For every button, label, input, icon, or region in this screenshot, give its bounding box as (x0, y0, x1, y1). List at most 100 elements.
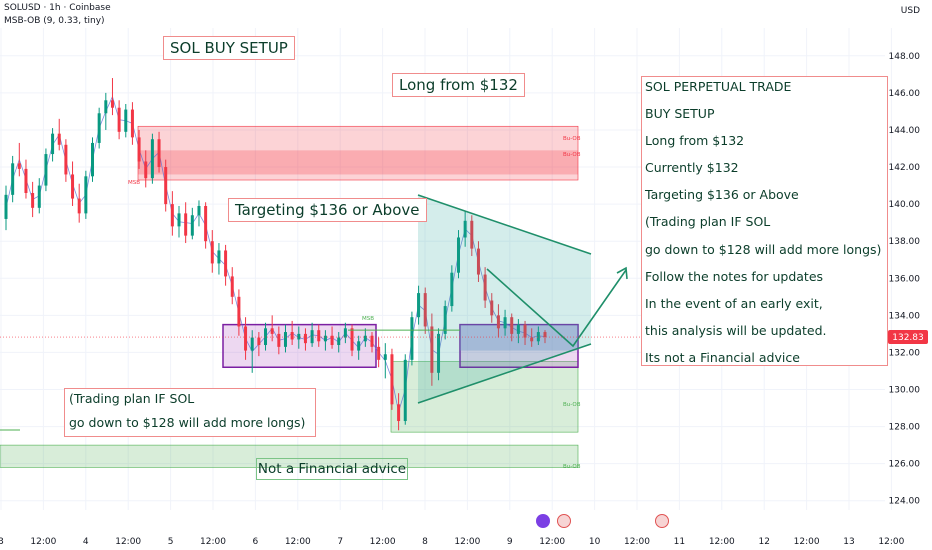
x-tick-label: 8 (422, 537, 428, 547)
y-tick-label: 144.00 (889, 126, 921, 136)
candle-body (237, 296, 241, 327)
candle-body (343, 328, 347, 338)
targeting-label: Targeting $136 or Above (228, 198, 427, 222)
triangle-upper-line (417, 194, 592, 255)
candle-body (224, 250, 228, 277)
x-tick-label: 9 (507, 537, 513, 547)
candle-body (523, 324, 527, 338)
notes-line: Its not a Financial advice (645, 349, 800, 365)
candle-body (51, 133, 55, 155)
order-block-zones (0, 125, 579, 468)
x-tick-label: 12:00 (454, 537, 480, 547)
candle-body (164, 167, 168, 205)
zone-tag-label: MSB (362, 316, 374, 322)
y-tick-label: 134.00 (889, 311, 921, 321)
x-tick-label: 12:00 (539, 537, 565, 547)
candle-body (97, 113, 101, 143)
candle-body (350, 328, 354, 351)
notes-line: go down to $128 will add more longs) (645, 241, 882, 257)
triangle-fill (418, 195, 591, 403)
x-tick-label: 13 (843, 537, 854, 547)
zone-rect (390, 361, 579, 433)
candle-body (330, 335, 334, 346)
candle-body (130, 109, 134, 138)
candle-body (264, 328, 268, 346)
candle-body (390, 354, 394, 405)
candle-body (11, 163, 15, 195)
candle-body (496, 315, 500, 329)
candle-body (137, 137, 141, 162)
candle-body (4, 194, 8, 219)
candle-body (456, 237, 460, 273)
candle-body (110, 100, 114, 108)
candle-body (190, 215, 194, 236)
candle-body (483, 274, 487, 301)
candle-body (150, 139, 154, 179)
zone-rect (137, 125, 579, 181)
us-flag-event-icon[interactable] (655, 514, 669, 528)
candle-body (536, 332, 540, 342)
x-tick-label: 12:00 (115, 537, 141, 547)
notes-line: Long from $132 (645, 133, 745, 149)
candle-body (490, 300, 494, 316)
candle-body (310, 330, 314, 344)
y-tick-label: 130.00 (889, 386, 921, 396)
candle-body (197, 205, 201, 216)
candle-body (450, 272, 454, 307)
candle-body (177, 213, 181, 227)
candle-body (44, 154, 48, 186)
currency-label: USD (900, 6, 920, 16)
candle-body (157, 139, 161, 168)
candle-body (443, 306, 447, 334)
notes-line: SOL PERPETUAL TRADE (645, 79, 792, 94)
candle-body (403, 359, 407, 422)
candle-body (476, 248, 480, 275)
zone-tag-label: Bu-OB (563, 152, 581, 158)
x-tick-label: 5 (168, 537, 174, 547)
indicator-label: MSB-OB (9, 0.33, tiny) (4, 16, 105, 26)
candle-body (71, 174, 75, 199)
candle-body (277, 333, 281, 347)
candle-body (144, 161, 148, 179)
us-flag-event-icon[interactable] (557, 514, 571, 528)
candle-body (543, 332, 547, 338)
x-tick-label: 12:00 (285, 537, 311, 547)
x-tick-label: 12 (758, 537, 769, 547)
projection-arrowhead (616, 266, 628, 280)
x-tick-label: 10 (589, 537, 601, 547)
x-tick-label: 12:00 (200, 537, 226, 547)
x-tick-label: 12:00 (30, 537, 56, 547)
current-price-badge (888, 330, 928, 345)
candle-body (217, 250, 221, 264)
candle-body (377, 346, 381, 360)
candle-body (17, 163, 21, 169)
candle-body (57, 133, 61, 145)
not-financial-advice-label: Not a Financial advice (256, 458, 408, 480)
candle-body (31, 192, 35, 208)
y-tick-label: 140.00 (889, 200, 921, 210)
candle-body (124, 109, 128, 132)
candle-body (117, 107, 121, 132)
notes-line: Targeting $136 or Above (645, 187, 799, 203)
trading-plan-box: (Trading plan IF SOL go down to $128 wil… (64, 388, 316, 437)
triangle-lower-line (417, 343, 592, 404)
candle-body (230, 276, 234, 297)
candle-body (84, 176, 88, 214)
price-axis: 124.00 126.00 128.00 130.00 132.00 134.00 136.… (888, 52, 928, 507)
y-tick-label: 148.00 (889, 52, 921, 62)
candle-body (77, 198, 81, 214)
projection-arrow-path (486, 268, 627, 348)
candle-body (463, 220, 467, 238)
x-tick-label: 11 (674, 537, 685, 547)
candle-body (530, 337, 534, 342)
candle-body (297, 333, 301, 340)
dividend-event-icon[interactable] (536, 514, 550, 528)
y-tick-label: 136.00 (889, 274, 921, 284)
candle-body (417, 293, 421, 318)
notes-line: In the event of an early exit, (645, 295, 823, 311)
candle-body (257, 337, 261, 346)
y-tick-label: 126.00 (889, 460, 921, 470)
setup-title-label: SOL BUY SETUP (163, 36, 295, 60)
